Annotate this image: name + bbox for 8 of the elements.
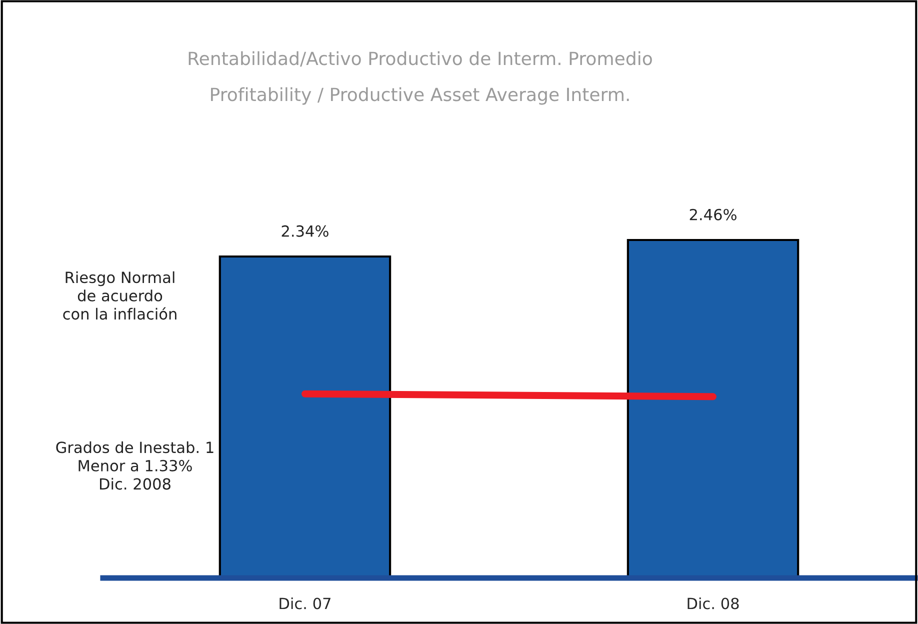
annotation: Riesgo Normal de acuerdo con la inflación xyxy=(63,271,176,320)
x-tick-label: Dic. 07 xyxy=(280,597,330,610)
data-label: 2.46% xyxy=(690,208,736,220)
x-tick-label: Dic. 08 xyxy=(688,597,739,610)
annotation: Grados de Inestab. 1 Menor a 1.33% Dic. 2008 xyxy=(56,441,214,490)
data-label: 2.34% xyxy=(282,225,328,237)
chart-subtitle: Profitability / Productive Asset Average Interm. xyxy=(211,87,629,105)
chart-title: Rentabilidad/Activo Productivo de Interm. Promedio xyxy=(188,51,652,67)
